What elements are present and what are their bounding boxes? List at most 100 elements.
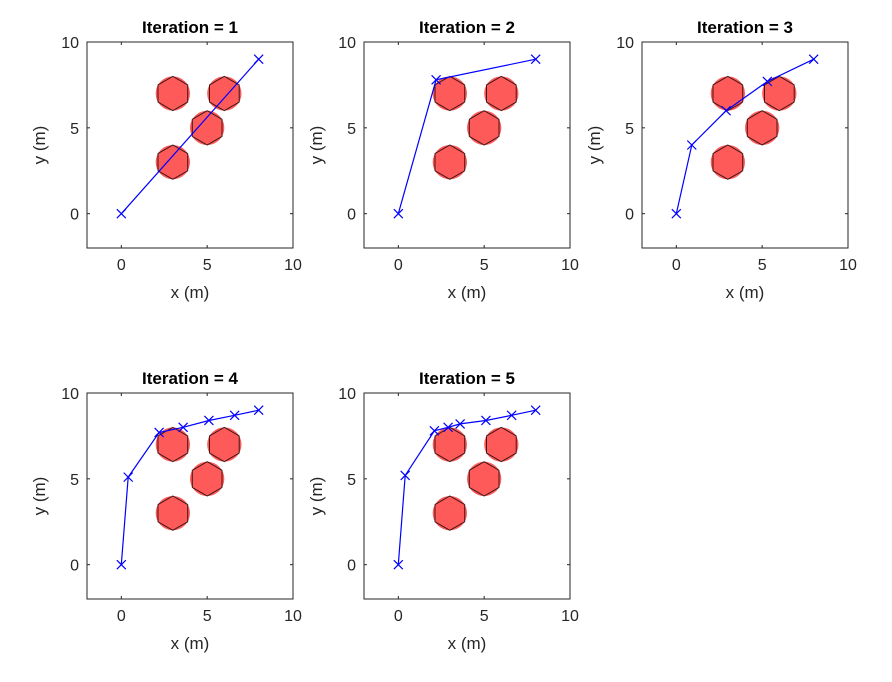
obstacle-hexagon <box>157 495 189 531</box>
obstacle-disc <box>710 76 745 111</box>
y-tick-label: 10 <box>616 35 634 52</box>
marker-stroke <box>480 415 491 426</box>
chart-title: Iteration = 3 <box>697 18 793 37</box>
obstacle <box>207 426 242 463</box>
path-line <box>397 409 536 565</box>
x-axis-label: x (m) <box>448 634 487 653</box>
y-tick-label: 5 <box>347 472 356 489</box>
marker-stroke <box>178 422 189 433</box>
path-waypoint-marker <box>393 208 404 219</box>
marker-stroke <box>530 405 541 416</box>
y-tick-label: 10 <box>61 35 79 52</box>
obstacle-disc <box>155 145 190 180</box>
obstacle-hexagon <box>468 461 500 497</box>
path-waypoint-marker <box>178 422 189 433</box>
obstacle-disc <box>467 110 502 145</box>
x-tick-label: 5 <box>480 257 489 274</box>
marker-stroke <box>671 208 682 219</box>
obstacle <box>432 426 468 463</box>
obstacle <box>432 144 468 180</box>
obstacle-disc <box>155 427 190 462</box>
path-waypoint-marker <box>203 415 214 426</box>
y-tick-label: 0 <box>625 207 634 224</box>
marker-stroke <box>808 54 819 65</box>
x-axis-label: x (m) <box>448 283 487 302</box>
path-line <box>120 58 260 215</box>
obstacle-hexagon <box>191 461 223 497</box>
marker-stroke <box>443 422 454 433</box>
x-tick-label: 0 <box>672 257 681 274</box>
x-axis-label: x (m) <box>171 634 210 653</box>
x-tick-label: 10 <box>284 257 302 274</box>
y-tick-label: 10 <box>338 386 356 403</box>
subplot-4: Iteration = 4 0 5 10 0 5 10 x (m) y (m) <box>30 369 302 653</box>
x-tick-label: 5 <box>758 257 767 274</box>
path-waypoint-marker <box>253 405 264 416</box>
marker-stroke <box>530 54 541 65</box>
obstacle-disc <box>207 427 242 462</box>
path-waypoint-marker <box>400 470 411 481</box>
path-waypoint-marker <box>671 208 682 219</box>
path-waypoint-marker <box>116 208 127 219</box>
chart-title: Iteration = 2 <box>419 18 515 37</box>
obstacle-hexagon <box>434 426 466 463</box>
obstacle-hexagon <box>157 75 189 112</box>
chart-title: Iteration = 1 <box>142 18 238 37</box>
subplot-1: Iteration = 1 0 5 10 0 5 10 x (m) y (m) <box>30 18 302 302</box>
obstacle-disc <box>467 461 502 497</box>
path-waypoint-marker <box>721 105 732 116</box>
marker-stroke <box>393 208 404 219</box>
obstacle <box>207 75 242 112</box>
x-tick-label: 5 <box>203 257 212 274</box>
obstacle <box>710 144 745 180</box>
path-waypoint-marker <box>686 140 697 150</box>
y-tick-label: 5 <box>70 472 79 489</box>
marker-stroke <box>455 418 466 429</box>
y-tick-label: 0 <box>70 207 79 224</box>
x-axis-label: x (m) <box>726 283 765 302</box>
marker-stroke <box>123 472 134 483</box>
marker-stroke <box>229 410 240 421</box>
path-waypoint-marker <box>116 559 127 570</box>
y-tick-label: 5 <box>625 121 634 138</box>
obstacle-disc <box>190 461 225 497</box>
y-tick-label: 0 <box>347 207 356 224</box>
subplot-2: Iteration = 2 0 5 10 0 5 10 x (m) y (m) <box>307 18 579 302</box>
marker-stroke <box>393 559 404 570</box>
path-waypoint-marker <box>253 54 264 65</box>
marker-stroke <box>116 208 127 219</box>
chart-title: Iteration = 5 <box>419 369 515 388</box>
obstacle <box>190 461 225 497</box>
path-waypoint-marker <box>762 76 773 87</box>
x-tick-label: 0 <box>394 608 403 625</box>
marker-stroke <box>762 76 773 87</box>
obstacle-disc <box>745 110 780 145</box>
obstacle <box>155 426 190 463</box>
obstacle-hexagon <box>434 144 466 180</box>
y-axis-label: y (m) <box>307 126 326 165</box>
x-tick-label: 0 <box>117 257 126 274</box>
obstacle-hexagon <box>486 75 517 112</box>
obstacle <box>155 495 190 531</box>
obstacle <box>467 461 502 497</box>
obstacle <box>484 75 519 112</box>
obstacle <box>155 144 190 180</box>
obstacle <box>432 495 468 531</box>
path-waypoint-marker <box>808 54 819 65</box>
marker-stroke <box>253 405 264 416</box>
obstacle-disc <box>432 496 468 531</box>
path-waypoint-marker <box>229 410 240 421</box>
obstacle <box>484 426 519 463</box>
subplot-3: Iteration = 3 0 5 10 0 5 10 x (m) y (m) <box>585 18 857 302</box>
path-waypoint-marker <box>455 418 466 429</box>
marker-stroke <box>116 559 127 570</box>
marker-stroke <box>686 140 697 150</box>
y-axis-label: y (m) <box>307 477 326 516</box>
path-waypoint-marker <box>154 427 165 438</box>
obstacle <box>467 110 502 146</box>
obstacle-hexagon <box>468 110 500 146</box>
obstacle-hexagon <box>209 426 240 463</box>
path-waypoint-marker <box>123 472 134 483</box>
obstacle-hexagon <box>157 426 189 463</box>
